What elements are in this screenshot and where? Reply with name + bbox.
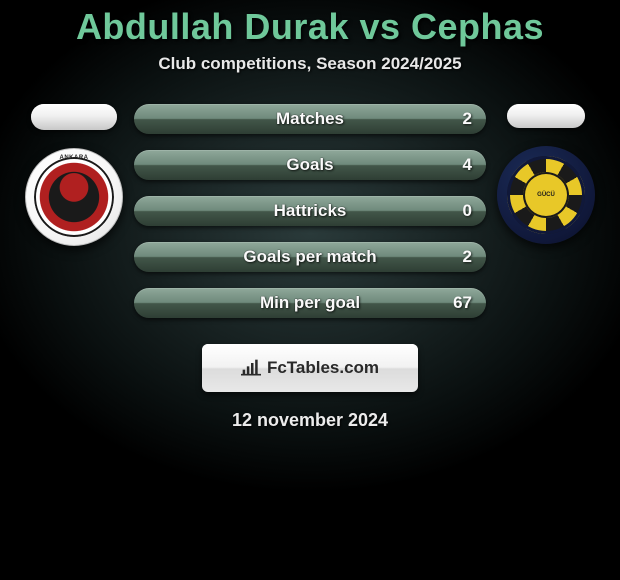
stat-row: Min per goal 67 xyxy=(134,288,486,318)
stat-row: Goals 4 xyxy=(134,150,486,180)
left-side: ANKARA xyxy=(14,102,134,246)
stat-right-value: 0 xyxy=(463,196,472,226)
date-text: 12 november 2024 xyxy=(232,410,388,431)
left-crest: ANKARA xyxy=(25,148,123,246)
stat-right-value: 2 xyxy=(463,242,472,272)
stat-label: Matches xyxy=(134,109,486,129)
page-title: Abdullah Durak vs Cephas xyxy=(76,6,544,48)
bar-chart-icon xyxy=(241,359,261,377)
stat-label: Hattricks xyxy=(134,201,486,221)
main-row: ANKARA Matches 2 Goals 4 Hattricks 0 Goa… xyxy=(0,102,620,318)
subtitle: Club competitions, Season 2024/2025 xyxy=(158,54,461,74)
stat-row: Matches 2 xyxy=(134,104,486,134)
left-player-tag xyxy=(31,104,117,130)
stat-row: Goals per match 2 xyxy=(134,242,486,272)
brand-box[interactable]: FcTables.com xyxy=(202,344,418,392)
stat-label: Goals per match xyxy=(134,247,486,267)
content: Abdullah Durak vs Cephas Club competitio… xyxy=(0,0,620,580)
stat-label: Goals xyxy=(134,155,486,175)
left-crest-text: ANKARA xyxy=(30,153,118,241)
stat-row: Hattricks 0 xyxy=(134,196,486,226)
stat-right-value: 2 xyxy=(463,104,472,134)
stat-right-value: 4 xyxy=(463,150,472,180)
stat-right-value: 67 xyxy=(453,288,472,318)
stats-list: Matches 2 Goals 4 Hattricks 0 Goals per … xyxy=(134,104,486,318)
right-crest: GÜCÜ xyxy=(497,146,595,244)
right-player-tag xyxy=(507,104,585,128)
stat-label: Min per goal xyxy=(134,293,486,313)
right-crest-core: GÜCÜ xyxy=(523,172,569,218)
right-side: GÜCÜ xyxy=(486,102,606,244)
brand-text: FcTables.com xyxy=(267,358,379,378)
